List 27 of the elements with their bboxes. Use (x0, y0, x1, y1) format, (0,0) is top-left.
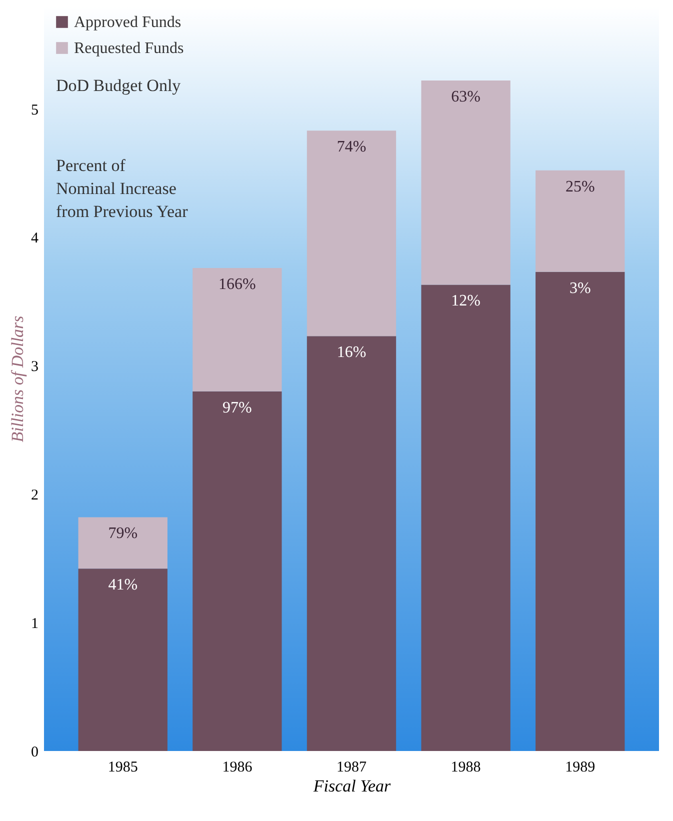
legend-label: Approved Funds (74, 14, 182, 31)
x-tick-label: 1987 (336, 760, 367, 776)
y-tick-label: 4 (31, 230, 39, 247)
annotation: 16% (336, 344, 366, 362)
annotation: 41% (108, 576, 138, 594)
legend-label: Requested Funds (74, 40, 184, 57)
annotation: DoD Budget Only (56, 76, 182, 95)
y-tick-label: 3 (31, 359, 38, 376)
y-tick-label: 2 (31, 488, 38, 504)
annotation: 3% (569, 280, 591, 297)
y-tick-label: 0 (31, 744, 38, 760)
annotation: 25% (565, 178, 595, 196)
x-tick-label: 1989 (565, 760, 596, 776)
annotation: 97% (222, 399, 252, 416)
annotation: Percent of Nominal Increase from Previous Year (56, 156, 188, 221)
x-axis-title: Fiscal Year (312, 776, 392, 796)
y-tick-label: 1 (31, 616, 38, 632)
annotation: 79% (108, 525, 138, 542)
annotation: 166% (218, 276, 256, 294)
y-axis-title: Billions of Dollars (8, 315, 27, 442)
x-tick-label: 1986 (222, 760, 253, 776)
annotation: 63% (451, 88, 480, 106)
x-tick-label: 1985 (108, 760, 138, 776)
x-tick-label: 1988 (450, 760, 481, 776)
y-tick-label: 5 (31, 102, 38, 118)
annotation: 12% (451, 292, 480, 310)
annotation: 74% (336, 138, 366, 156)
